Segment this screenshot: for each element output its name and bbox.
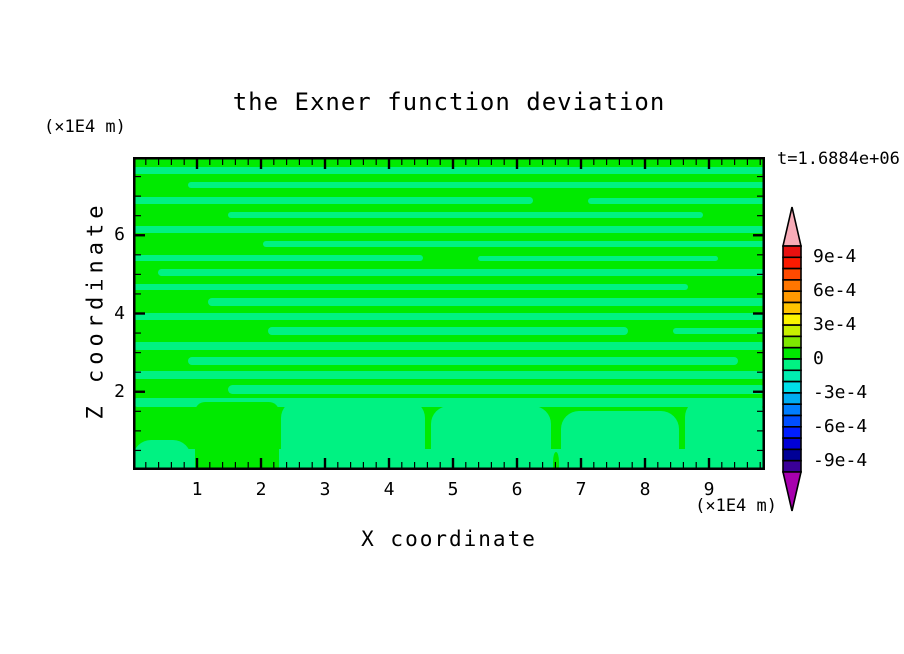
colorbar-tick-label: 3e-4 (813, 314, 857, 336)
negative-band-stripe (135, 342, 763, 350)
axis-ticks (135, 159, 763, 468)
x-tick-label: 1 (191, 479, 203, 500)
negative-band-stripe (268, 327, 628, 335)
colorbar-segment (782, 267, 802, 281)
negative-band-blob (431, 406, 551, 468)
colorbar (781, 206, 803, 512)
colorbar-under-arrow (781, 471, 803, 512)
colorbar-segment (782, 245, 802, 259)
colorbar-tick-label: 6e-4 (813, 280, 857, 302)
y-axis-unit-label: (×1E4 m) (44, 117, 126, 137)
negative-band-stripe (135, 255, 423, 261)
negative-band-blob (281, 400, 425, 468)
colorbar-over-arrow (781, 206, 803, 247)
negative-band-stripe (135, 226, 763, 233)
colorbar-tick-label: 0 (813, 348, 824, 369)
negative-band-stripe (673, 328, 763, 334)
x-tick-label: 8 (639, 479, 651, 500)
x-axis-title: X coordinate (361, 527, 537, 551)
colorbar-segment (782, 290, 802, 304)
colorbar-segment (782, 369, 802, 383)
negative-band-stripe (188, 182, 763, 188)
plot-frame (133, 157, 765, 470)
colorbar-segment (782, 448, 802, 462)
negative-band-stripe (478, 256, 718, 261)
x-tick-label: 2 (255, 479, 267, 500)
colorbar-segment (782, 414, 802, 428)
colorbar-tick-label: -9e-4 (813, 449, 868, 471)
negative-band-stripe (135, 167, 763, 174)
colorbar-segment (782, 380, 802, 394)
x-tick-label: 7 (575, 479, 587, 500)
positive-band-patch (553, 452, 559, 468)
colorbar-segment (782, 346, 802, 360)
negative-band-stripe (135, 313, 763, 320)
negative-band-stripe (188, 357, 738, 365)
negative-band-blob (135, 440, 191, 468)
colorbar-tick-label: 9e-4 (813, 246, 857, 268)
colorbar-tick-label: -3e-4 (813, 381, 868, 403)
x-tick-label: 9 (703, 479, 715, 500)
contour-plot (133, 157, 765, 470)
negative-band-stripe (135, 197, 533, 204)
y-tick-label: 2 (114, 380, 125, 402)
page-title: the Exner function deviation (232, 88, 666, 116)
x-axis-unit-label: (×1E4 m) (695, 496, 777, 516)
colorbar-segment (782, 324, 802, 338)
y-tick-label: 4 (114, 302, 125, 324)
positive-band-patch (195, 402, 279, 468)
colorbar-segment (782, 256, 802, 270)
negative-band-blob (561, 411, 679, 468)
y-tick-label: 6 (114, 224, 125, 246)
x-tick-label: 3 (319, 479, 331, 500)
colorbar-segment (782, 392, 802, 405)
x-tick-label: 4 (383, 479, 395, 500)
negative-band-stripe (135, 371, 763, 379)
negative-band-stripe (588, 198, 763, 204)
x-tick-label: 6 (511, 479, 523, 500)
colorbar-segment (782, 437, 802, 451)
colorbar-segment (782, 279, 802, 293)
negative-band-blob (685, 399, 763, 468)
negative-band-stripe (208, 298, 763, 306)
colorbar-segment (782, 301, 802, 315)
colorbar-segment (782, 313, 802, 326)
colorbar-segment (782, 459, 802, 473)
colorbar-segment (782, 403, 802, 417)
negative-band-stripe (158, 269, 763, 276)
colorbar-segment (782, 426, 802, 439)
time-label: t=1.6884e+06 (777, 149, 900, 169)
x-tick-label: 5 (447, 479, 459, 500)
colorbar-tick-label: -6e-4 (813, 415, 868, 437)
colorbar-segment (782, 358, 802, 372)
negative-band-stripe (135, 284, 688, 290)
negative-band-stripe (228, 385, 763, 394)
colorbar-segment (782, 335, 802, 349)
negative-band-stripe (263, 241, 763, 247)
negative-band-stripe (228, 212, 703, 218)
